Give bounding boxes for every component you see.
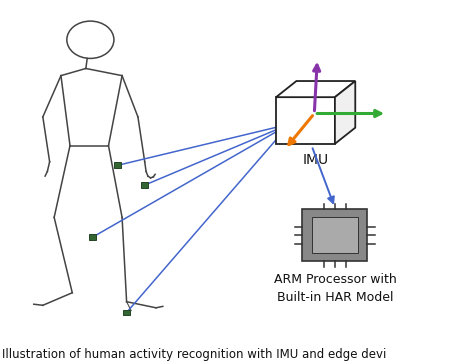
Text: ARM Processor with
Built-in HAR Model: ARM Processor with Built-in HAR Model <box>273 273 396 304</box>
Bar <box>114 163 121 168</box>
Bar <box>89 234 96 240</box>
Bar <box>123 310 130 315</box>
Text: IMU: IMU <box>302 153 328 167</box>
Polygon shape <box>276 81 356 97</box>
Text: Illustration of human activity recognition with IMU and edge devi: Illustration of human activity recogniti… <box>2 348 386 361</box>
Polygon shape <box>335 81 356 144</box>
Bar <box>302 209 367 261</box>
Polygon shape <box>276 97 335 144</box>
Bar <box>312 217 357 253</box>
Bar <box>141 182 148 188</box>
